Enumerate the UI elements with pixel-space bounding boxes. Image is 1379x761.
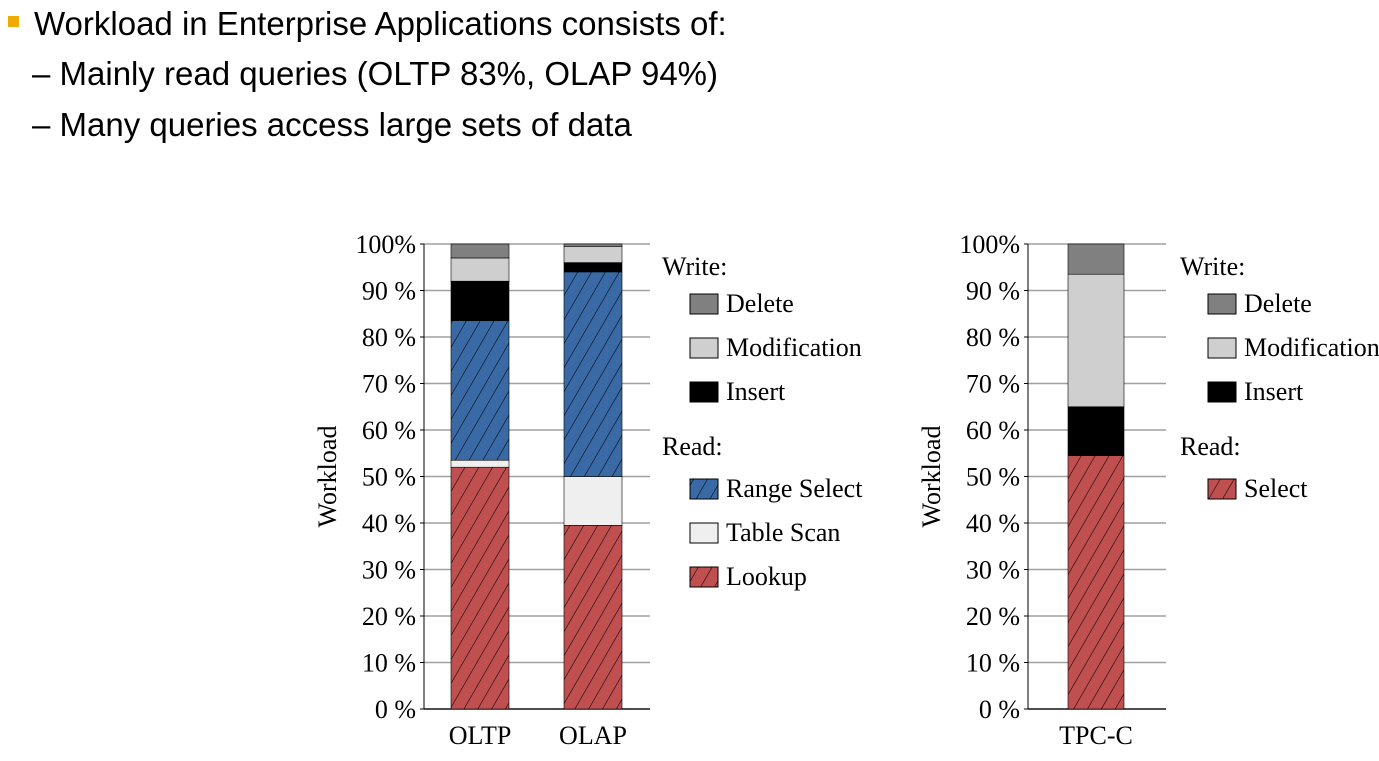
y-axis-label: Workload [313, 426, 342, 528]
bar-olap-modification [563, 246, 623, 263]
bullet-main: Workload in Enterprise Applications cons… [8, 0, 727, 48]
bullet-main-text: Workload in Enterprise Applications cons… [34, 5, 727, 42]
legend-label-insert: Insert [726, 377, 786, 406]
legend-swatch-insert [1207, 381, 1237, 403]
legend-swatch-delete [1207, 293, 1237, 315]
legend-write-header: Write: [662, 252, 727, 281]
y-tick-label: 10 % [362, 649, 416, 678]
bar-olap-range-select-hatch [564, 271, 622, 477]
y-tick-label: 50 % [362, 463, 416, 492]
legend-swatch-select-hatch [1208, 479, 1236, 499]
bullet-sub-1: – Mainly read queries (OLTP 83%, OLAP 94… [32, 55, 719, 92]
y-tick-label: 30 % [966, 556, 1020, 585]
legend-swatch-lookup-hatch [690, 567, 718, 587]
y-tick-label: 100% [959, 230, 1020, 259]
legend-label-select: Select [1244, 474, 1308, 503]
y-tick-label: 20 % [362, 602, 416, 631]
y-tick-label: 40 % [966, 509, 1020, 538]
bar-tpc-c-select-hatch [1068, 455, 1124, 709]
y-tick-label: 80 % [966, 323, 1020, 352]
y-tick-label: 70 % [966, 370, 1020, 399]
x-tick-label-tpc-c: TPC-C [1059, 721, 1133, 750]
bar-olap-table-scan [563, 476, 623, 526]
y-tick-label: 60 % [966, 416, 1020, 445]
legend-swatch-insert [689, 381, 719, 403]
bar-tpc-c-modification [1067, 273, 1125, 408]
x-tick-label-oltp: OLTP [449, 721, 512, 750]
y-tick-label: 70 % [362, 370, 416, 399]
y-tick-label: 100% [355, 230, 416, 259]
bar-oltp-range-select-hatch [451, 320, 509, 461]
bar-olap-delete [563, 243, 623, 247]
chart-oltp-olap: 0 % 10 % 20 % 30 % 40 % 50 % 60 % 70 % 80 % 90 % 1… [313, 230, 863, 750]
legend-swatch-delete [689, 293, 719, 315]
bar-olap-insert [563, 262, 623, 273]
bar-oltp-modification [450, 257, 510, 282]
x-tick-label-olap: OLAP [559, 721, 627, 750]
legend-label-table-scan: Table Scan [726, 518, 840, 547]
y-tick-label: 80 % [362, 323, 416, 352]
y-tick-label: 90 % [362, 277, 416, 306]
bullet-sub-2: – Many queries access large sets of data [32, 106, 632, 143]
legend-swatch-modification [689, 337, 719, 359]
bullet-square-icon [8, 15, 19, 27]
y-tick-label: 20 % [966, 602, 1020, 631]
legend-swatch-range-select-hatch [690, 479, 718, 499]
legend-label-lookup: Lookup [726, 562, 807, 591]
bar-oltp-lookup-hatch [451, 467, 509, 709]
legend-write-header: Write: [1180, 252, 1245, 281]
y-tick-label: 40 % [362, 509, 416, 538]
y-tick-label: 0 % [375, 695, 416, 724]
y-tick-label: 50 % [966, 463, 1020, 492]
bar-oltp-delete [450, 243, 510, 259]
y-axis-label: Workload [917, 426, 946, 528]
y-tick-label: 30 % [362, 556, 416, 585]
bar-olap-lookup-hatch [564, 525, 622, 709]
chart-tpcc: 0 % 10 % 20 % 30 % 40 % 50 % 60 % 70 % 80 % 90 % 1… [917, 230, 1379, 750]
legend-label-delete: Delete [726, 289, 794, 318]
y-tick-label: 10 % [966, 649, 1020, 678]
y-tick-label: 0 % [979, 695, 1020, 724]
legend-read-header: Read: [662, 432, 723, 461]
legend-swatch-modification [1207, 337, 1237, 359]
legend-label-insert: Insert [1244, 377, 1304, 406]
legend-label-delete: Delete [1244, 289, 1312, 318]
legend-label-modification: Modification [1244, 333, 1379, 362]
y-tick-label: 90 % [966, 277, 1020, 306]
bar-oltp-table-scan [450, 459, 510, 468]
legend-label-range-select: Range Select [726, 474, 863, 503]
bar-tpc-c-delete [1067, 243, 1125, 275]
bar-oltp-insert [450, 280, 510, 322]
legend-read-header: Read: [1180, 432, 1241, 461]
bar-tpc-c-insert [1067, 406, 1125, 456]
y-tick-label: 60 % [362, 416, 416, 445]
legend-label-modification: Modification [726, 333, 862, 362]
legend-swatch-table-scan [689, 522, 719, 544]
